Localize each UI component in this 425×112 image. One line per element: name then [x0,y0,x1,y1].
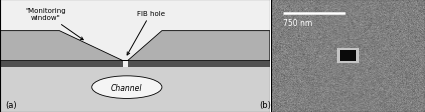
Bar [0,61,123,67]
Text: 750 nm: 750 nm [283,19,313,28]
Bar [128,61,270,67]
Bar [0,67,270,112]
Bar [337,48,359,64]
Text: (a): (a) [6,100,17,109]
Polygon shape [0,31,270,61]
Text: "Monitoring
window": "Monitoring window" [26,8,83,40]
Ellipse shape [92,76,162,99]
Bar [340,50,356,62]
Text: Channel: Channel [111,83,143,92]
Text: (b): (b) [259,100,271,109]
Text: FIB hole: FIB hole [127,10,165,55]
